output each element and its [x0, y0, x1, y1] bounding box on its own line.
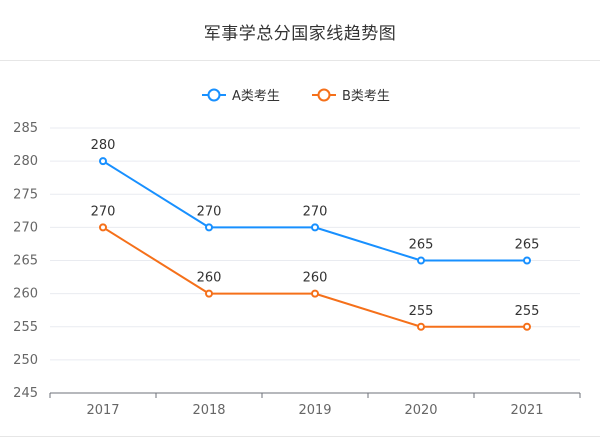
y-tick-label: 265 [13, 254, 38, 269]
data-point [311, 223, 319, 232]
data-point [417, 322, 425, 331]
data-point [523, 256, 531, 265]
data-label: 255 [409, 304, 434, 319]
legend-label: B类考生 [342, 89, 390, 104]
x-tick-label: 2020 [404, 403, 437, 418]
data-label: 260 [303, 271, 328, 286]
legend-marker [317, 88, 331, 102]
y-tick-label: 260 [13, 287, 38, 302]
x-tick-label: 2019 [298, 403, 331, 418]
data-point [205, 223, 213, 232]
legend-marker [207, 88, 221, 102]
y-tick-label: 285 [13, 121, 38, 136]
x-tick-label: 2021 [510, 403, 543, 418]
data-point [99, 157, 107, 166]
data-point [417, 256, 425, 265]
x-tick-label: 2017 [86, 403, 119, 418]
y-tick-label: 255 [13, 320, 38, 335]
y-tick-label: 250 [13, 353, 38, 368]
data-label: 265 [515, 238, 540, 253]
legend-label: A类考生 [232, 89, 280, 104]
data-label: 280 [91, 138, 116, 153]
x-tick-label: 2018 [192, 403, 225, 418]
data-label: 270 [197, 204, 222, 219]
y-tick-label: 280 [13, 154, 38, 169]
data-point [311, 289, 319, 298]
y-tick-label: 270 [13, 220, 38, 235]
data-label: 265 [409, 238, 434, 253]
data-label: 260 [197, 271, 222, 286]
data-label: 270 [91, 204, 116, 219]
data-point [99, 223, 107, 232]
y-tick-label: 275 [13, 187, 38, 202]
page-title: 军事学总分国家线趋势图 [203, 24, 397, 44]
data-point [205, 289, 213, 298]
bottom-divider [0, 436, 600, 437]
data-label: 270 [303, 204, 328, 219]
y-tick-label: 245 [13, 386, 38, 401]
data-label: 255 [515, 304, 540, 319]
data-point [523, 322, 531, 331]
chart-header: 军事学总分国家线趋势图 [0, 0, 600, 61]
